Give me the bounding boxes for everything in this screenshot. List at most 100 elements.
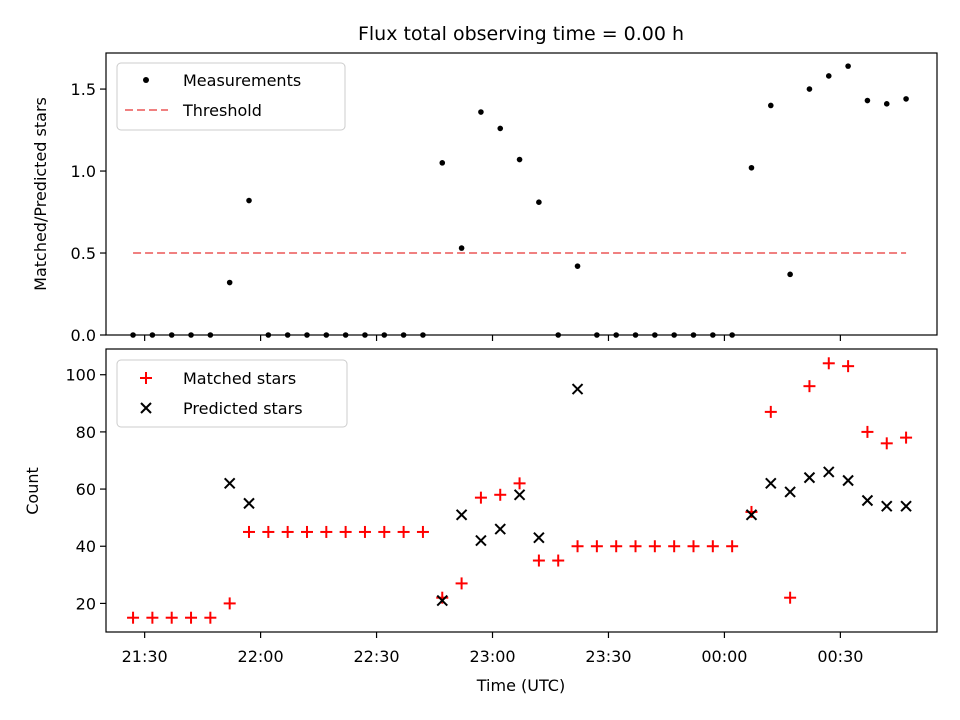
measurement-points	[130, 63, 909, 338]
measurement-point	[710, 332, 716, 338]
legend-matched-label: Matched stars	[183, 369, 296, 388]
matched-star-point	[900, 431, 913, 444]
matched-star-point	[803, 380, 816, 393]
measurement-point	[690, 332, 697, 338]
bottom-y-axis: 20 40 60 80 100	[65, 366, 106, 613]
matched-star-point	[842, 360, 855, 373]
measurement-point	[323, 332, 330, 338]
matched-star-point	[648, 540, 661, 553]
x-tick-label: 00:00	[701, 647, 747, 666]
top-y-axis: 0.0 0.5 1.0 1.5	[71, 80, 106, 345]
measurement-point	[226, 279, 233, 286]
bottom-x-axis: 21:30 22:00 22:30 23:00 23:30 00:00 00:30	[122, 632, 863, 666]
measurement-point	[149, 332, 156, 338]
measurement-point	[246, 197, 252, 204]
measurement-point	[458, 245, 465, 251]
matched-star-point	[571, 540, 584, 553]
top-y-tick-label: 0.5	[71, 244, 96, 263]
predicted-star-point	[223, 477, 236, 490]
measurement-point	[439, 160, 446, 166]
matched-star-point	[416, 525, 429, 538]
matched-star-point	[706, 540, 719, 553]
measurement-point	[632, 332, 639, 338]
top-y-tick-label: 1.5	[71, 80, 96, 99]
matched-star-point	[784, 591, 797, 604]
predicted-star-point	[513, 489, 526, 501]
measurement-point	[342, 332, 349, 338]
predicted-star-point	[861, 494, 874, 507]
predicted-star-point	[533, 531, 545, 544]
matched-star-point	[474, 491, 487, 504]
measurement-point	[265, 332, 272, 338]
measurement-point	[806, 86, 813, 92]
measurement-point	[845, 63, 851, 69]
matched-star-point	[300, 525, 313, 538]
matched-star-point	[339, 525, 352, 538]
x-axis-label: Time (UTC)	[476, 676, 565, 695]
top-y-tick-label: 1.0	[71, 162, 96, 181]
predicted-star-point	[842, 474, 854, 487]
matched-star-point	[822, 357, 835, 370]
measurement-point	[825, 73, 832, 79]
measurement-point	[652, 332, 658, 338]
x-tick-label: 22:30	[354, 647, 400, 666]
predicted-star-point	[803, 471, 816, 484]
predicted-stars-points	[223, 383, 912, 607]
matched-star-point	[513, 477, 526, 490]
bottom-legend-box	[116, 359, 348, 428]
matched-star-point	[590, 540, 603, 553]
matched-star-point	[358, 525, 371, 538]
legend-predicted-label: Predicted stars	[183, 399, 303, 418]
matched-star-point	[378, 525, 391, 538]
matched-star-point	[320, 525, 333, 538]
top-legend: Measurements Threshold	[116, 62, 346, 131]
legend-matched-marker	[140, 372, 152, 384]
measurement-point	[864, 97, 871, 104]
measurement-point	[594, 332, 600, 338]
matched-star-point	[532, 554, 545, 567]
top-y-tick-label: 0.0	[71, 326, 96, 345]
matched-stars-points	[127, 357, 913, 624]
matched-star-point	[687, 540, 700, 553]
bottom-y-tick-label: 20	[76, 594, 96, 613]
matched-star-point	[204, 611, 217, 624]
predicted-star-point	[765, 477, 777, 490]
bottom-panel: 20 40 60 80 100 21:30 22:00 22:30 23:00 23:30 00:…	[23, 348, 938, 695]
matched-star-point	[764, 405, 777, 418]
matched-star-point	[610, 540, 623, 553]
measurement-point	[400, 332, 407, 338]
top-legend-box	[116, 62, 346, 131]
measurement-point	[304, 332, 310, 338]
predicted-star-point	[823, 466, 835, 478]
matched-star-point	[262, 525, 275, 538]
measurement-point	[574, 263, 581, 269]
matched-star-point	[185, 611, 198, 624]
matched-star-point	[494, 488, 507, 501]
matched-star-point	[146, 611, 159, 624]
predicted-star-point	[243, 497, 255, 510]
x-tick-label: 00:30	[817, 647, 863, 666]
bottom-y-tick-label: 80	[76, 423, 96, 442]
predicted-star-point	[494, 523, 506, 535]
measurement-point	[671, 332, 677, 338]
x-tick-label: 21:30	[122, 647, 168, 666]
measurement-point	[555, 332, 562, 338]
matched-star-point	[455, 577, 468, 590]
top-x-axis	[144, 335, 841, 341]
measurement-point	[130, 332, 136, 338]
measurement-point	[613, 332, 619, 338]
measurement-point	[729, 332, 735, 338]
matched-star-point	[223, 597, 236, 610]
measurement-point	[420, 332, 426, 338]
top-panel: 0.0 0.5 1.0 1.5 Matched/Predicted stars Mea…	[31, 52, 938, 345]
legend-threshold-label: Threshold	[182, 101, 262, 120]
bottom-plot-frame	[105, 348, 938, 633]
matched-star-point	[397, 525, 410, 538]
legend-measurements-label: Measurements	[183, 71, 301, 90]
matched-star-point	[861, 425, 874, 438]
measurement-point	[168, 332, 175, 338]
chart-title: Flux total observing time = 0.00 h	[358, 23, 684, 45]
measurement-point	[748, 164, 755, 171]
predicted-star-point	[900, 500, 912, 512]
x-tick-label: 22:00	[238, 647, 284, 666]
